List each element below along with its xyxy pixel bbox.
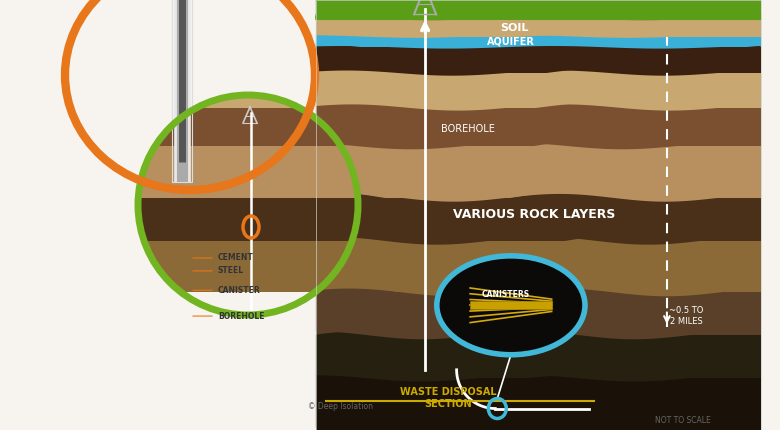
Bar: [316, 19, 760, 37]
Polygon shape: [316, 0, 760, 20]
Polygon shape: [316, 234, 760, 296]
Bar: [138, 0, 358, 19]
Polygon shape: [316, 17, 760, 38]
Bar: [138, 73, 358, 108]
Polygon shape: [316, 286, 760, 339]
Polygon shape: [316, 374, 760, 430]
Polygon shape: [316, 11, 760, 19]
Bar: [138, 37, 358, 47]
Text: STEEL: STEEL: [218, 267, 244, 275]
Polygon shape: [316, 330, 760, 381]
Text: CEMENT: CEMENT: [218, 254, 254, 262]
Bar: [316, 37, 760, 47]
Bar: [138, 146, 358, 198]
Text: WASTE DISPOSAL
SECTION: WASTE DISPOSAL SECTION: [400, 387, 497, 408]
Text: CANISTERS: CANISTERS: [481, 290, 530, 299]
Bar: [138, 47, 358, 73]
Polygon shape: [316, 102, 760, 149]
Text: CANISTER: CANISTER: [218, 286, 261, 295]
Text: AQUIFER: AQUIFER: [487, 37, 535, 47]
Bar: [316, 108, 760, 146]
Bar: [172, 0, 192, 182]
Text: BOREHOLE: BOREHOLE: [218, 312, 264, 320]
Bar: [138, 108, 358, 146]
Bar: [316, 292, 760, 335]
Text: © Deep Isolation: © Deep Isolation: [307, 402, 373, 411]
Bar: [316, 241, 760, 292]
Bar: [316, 0, 760, 430]
Polygon shape: [316, 68, 760, 111]
Bar: [316, 47, 760, 73]
Bar: [470, 301, 551, 309]
Ellipse shape: [437, 256, 585, 355]
Bar: [65, 335, 315, 370]
Polygon shape: [316, 140, 760, 202]
Bar: [316, 146, 760, 198]
Text: ~0.5 TO
2 MILES: ~0.5 TO 2 MILES: [669, 306, 704, 326]
Bar: [65, 370, 315, 430]
Polygon shape: [316, 191, 760, 245]
Bar: [316, 335, 760, 378]
Bar: [316, 378, 760, 430]
Text: VARIOUS ROCK LAYERS: VARIOUS ROCK LAYERS: [453, 209, 615, 221]
Bar: [316, 73, 760, 108]
Bar: [138, 241, 358, 292]
Bar: [138, 198, 358, 241]
Bar: [316, 0, 760, 19]
Polygon shape: [316, 34, 760, 49]
Bar: [316, 198, 760, 241]
Bar: [65, 198, 315, 335]
Bar: [138, 19, 358, 37]
Polygon shape: [316, 43, 760, 76]
Bar: [316, 0, 760, 19]
Text: BOREHOLE: BOREHOLE: [441, 124, 495, 134]
Text: SOIL: SOIL: [501, 23, 529, 33]
Text: NOT TO SCALE: NOT TO SCALE: [654, 416, 711, 425]
